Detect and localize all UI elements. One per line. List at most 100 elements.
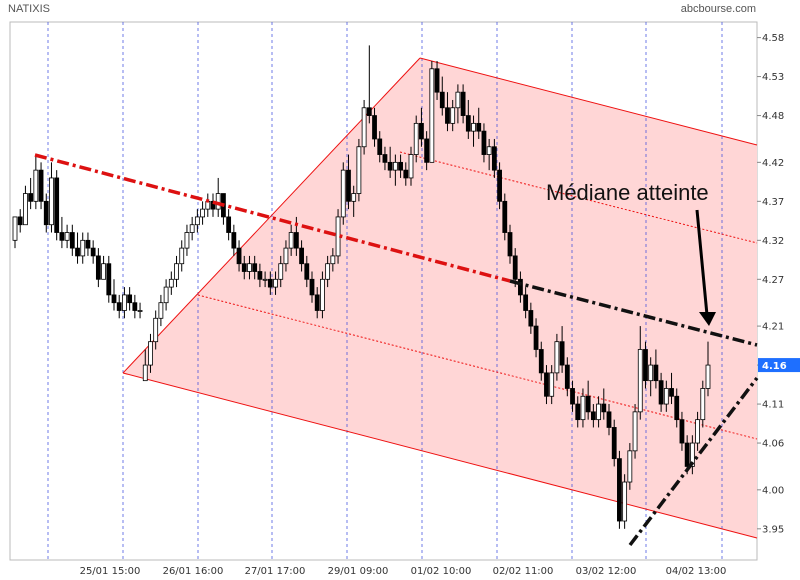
- candle-body: [439, 91, 445, 109]
- median-line: [34, 153, 511, 283]
- candle-body: [69, 232, 75, 249]
- candle-body: [502, 200, 508, 233]
- candle-body: [705, 364, 711, 389]
- candle-body: [132, 302, 138, 311]
- candle-body: [549, 372, 555, 397]
- y-tick-label: 4.00: [762, 485, 784, 496]
- candle-body: [299, 247, 304, 265]
- candle-body: [137, 310, 143, 312]
- candle-body: [663, 388, 669, 405]
- candle-body: [658, 380, 664, 405]
- candle-body: [189, 224, 195, 233]
- candle-body: [695, 419, 700, 444]
- candle-body: [325, 263, 331, 280]
- candle-body: [382, 154, 388, 163]
- candle-body: [320, 278, 325, 311]
- last-value-label: 4.16: [762, 361, 787, 372]
- candle-body: [434, 68, 440, 93]
- candle-body: [538, 349, 544, 374]
- last-value-badge: [758, 358, 800, 373]
- candle-body: [689, 442, 695, 467]
- candle-body: [54, 177, 60, 233]
- candle-body: [28, 193, 34, 202]
- candle-body: [200, 208, 205, 218]
- x-tick-label: 04/02 13:00: [666, 566, 727, 577]
- candle-body: [236, 247, 242, 265]
- candle-body: [267, 278, 273, 288]
- candle-body: [559, 341, 565, 366]
- candle-body: [257, 271, 263, 280]
- candle-body: [184, 232, 190, 249]
- y-tick-label: 4.27: [762, 275, 784, 286]
- candle-body: [127, 294, 133, 304]
- candle-body: [43, 200, 49, 226]
- candle-body: [637, 349, 643, 413]
- candle-body: [17, 216, 23, 226]
- candle-body: [403, 169, 409, 179]
- y-tick-label: 4.53: [762, 72, 784, 83]
- candle-body: [528, 310, 534, 327]
- candle-body: [293, 232, 299, 249]
- candle-body: [554, 341, 560, 374]
- candle-body: [606, 411, 612, 428]
- candle-body: [351, 193, 357, 202]
- candle-body: [210, 200, 216, 210]
- x-tick-label: 26/01 16:00: [163, 566, 224, 577]
- candle-body: [361, 107, 367, 148]
- candle-body: [627, 450, 633, 483]
- candle-body: [12, 216, 18, 241]
- y-tick-label: 4.42: [762, 158, 784, 169]
- candle-body: [252, 263, 258, 272]
- candle-body: [491, 146, 497, 171]
- candle-body: [590, 411, 596, 421]
- candle-body: [596, 403, 601, 421]
- candle-body: [575, 403, 581, 421]
- candle-body: [471, 122, 476, 132]
- candle-body: [408, 154, 414, 179]
- candle-body: [85, 239, 91, 249]
- candle-body: [413, 122, 419, 155]
- candle-body: [148, 341, 153, 366]
- y-tick-label: 4.58: [762, 33, 784, 44]
- candle-body: [632, 411, 638, 452]
- candle-body: [163, 286, 169, 304]
- x-tick-label: 01/02 10:00: [411, 566, 472, 577]
- y-tick-label: 4.06: [762, 439, 784, 450]
- candle-body: [518, 278, 523, 296]
- candle-body: [314, 294, 320, 311]
- candle-body: [429, 68, 435, 163]
- candle-body: [497, 169, 502, 202]
- candle-body: [455, 91, 461, 109]
- candle-body: [387, 161, 393, 171]
- candle-body: [304, 263, 310, 280]
- candle-body: [309, 278, 315, 296]
- median-line-extension: [509, 279, 758, 347]
- annotation-text: Médiane atteinte: [546, 180, 709, 205]
- candle-body: [330, 255, 336, 265]
- support-trendline: [628, 376, 759, 547]
- candle-body: [564, 364, 570, 389]
- candle-body: [580, 395, 586, 421]
- candle-body: [215, 193, 221, 210]
- candle-body: [653, 364, 659, 382]
- candle-body: [648, 364, 654, 382]
- candle-body: [445, 107, 450, 124]
- candle-body: [346, 169, 351, 202]
- candle-body: [106, 263, 112, 296]
- y-tick-label: 4.32: [762, 236, 784, 247]
- candle-body: [90, 247, 96, 257]
- chart-title: NATIXIS: [8, 3, 50, 15]
- x-tick-label: 27/01 17:00: [245, 566, 306, 577]
- candle-body: [80, 239, 86, 257]
- channel-lower-inner-line: [197, 294, 758, 440]
- x-tick-label: 29/01 09:00: [328, 566, 389, 577]
- candle-body: [116, 302, 122, 311]
- y-tick-label: 3.95: [762, 524, 784, 535]
- candle-body: [241, 263, 247, 272]
- candle-body: [679, 419, 685, 444]
- candle-body: [450, 107, 456, 124]
- candle-body: [476, 122, 482, 132]
- candle-body: [64, 232, 70, 241]
- candle-body: [38, 169, 44, 202]
- candle-body: [398, 161, 403, 171]
